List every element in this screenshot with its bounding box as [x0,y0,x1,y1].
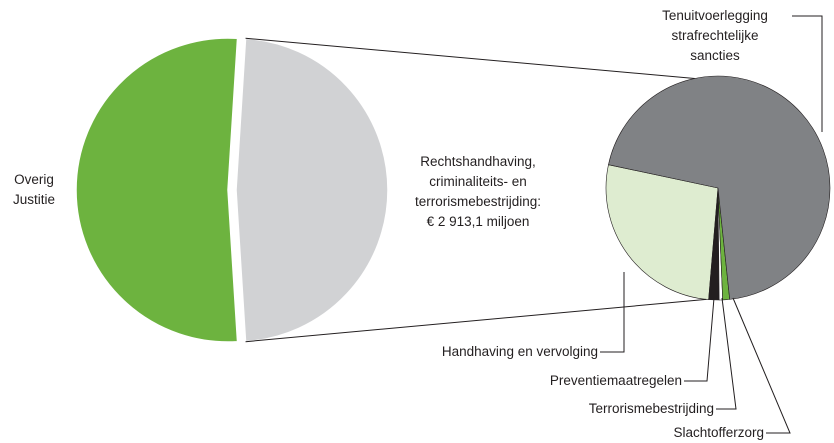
category-label: Preventiemaatregelen [549,373,682,388]
leader-line [732,297,791,434]
category-label: Tenuitvoerlegging strafrechtelijke sanct… [662,8,768,63]
leader-line [716,297,737,410]
category-label: Handhaving en vervolging [441,344,598,359]
pie-slice [235,37,389,343]
connector-line [245,37,695,79]
category-label: Overig Justitie [12,172,56,207]
category-label: Rechtshandhaving, criminaliteits- en ter… [414,154,542,229]
category-label: Slachtofferzorg [673,425,764,440]
leader-line [792,15,823,132]
pie-slice [608,75,831,300]
pie-slice [75,37,239,343]
pie-slice [605,164,719,300]
connector-line [245,298,707,343]
leader-line [600,272,625,353]
category-label: Terrorismebestrijding [588,401,714,416]
leader-line [684,297,715,382]
